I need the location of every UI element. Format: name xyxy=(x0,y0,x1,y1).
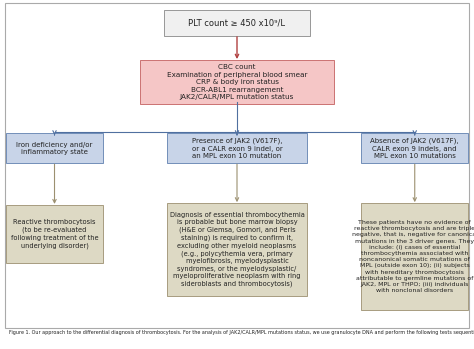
FancyBboxPatch shape xyxy=(164,9,310,36)
Text: Reactive thrombocytosis
(to be re-evaluated
following treatment of the
underlyin: Reactive thrombocytosis (to be re-evalua… xyxy=(11,219,98,248)
Text: Absence of JAK2 (V617F),
CALR exon 9 indels, and
MPL exon 10 mutations: Absence of JAK2 (V617F), CALR exon 9 ind… xyxy=(371,138,459,159)
Text: Figure 1. Our approach to the differential diagnosis of thrombocytosis. For the : Figure 1. Our approach to the differenti… xyxy=(9,330,474,335)
FancyBboxPatch shape xyxy=(167,134,307,163)
Text: Presence of JAK2 (V617F),
or a CALR exon 9 indel, or
an MPL exon 10 mutation: Presence of JAK2 (V617F), or a CALR exon… xyxy=(191,138,283,159)
Text: PLT count ≥ 450 x10⁹/L: PLT count ≥ 450 x10⁹/L xyxy=(189,18,285,27)
Text: Diagnosis of essential thrombocythemia
is probable but bone marrow biopsy
(H&E o: Diagnosis of essential thrombocythemia i… xyxy=(170,212,304,287)
Text: Iron deficiency and/or
inflammatory state: Iron deficiency and/or inflammatory stat… xyxy=(16,142,93,155)
FancyBboxPatch shape xyxy=(140,60,334,104)
FancyBboxPatch shape xyxy=(361,203,468,310)
Text: These patients have no evidence of
reactive thrombocytosis and are triple
negati: These patients have no evidence of react… xyxy=(352,220,474,293)
FancyBboxPatch shape xyxy=(6,205,103,262)
FancyBboxPatch shape xyxy=(6,134,103,163)
FancyBboxPatch shape xyxy=(167,203,307,296)
Text: CBC count
Examination of peripheral blood smear
CRP & body iron status
BCR-ABL1 : CBC count Examination of peripheral bloo… xyxy=(167,64,307,100)
FancyBboxPatch shape xyxy=(361,134,468,163)
